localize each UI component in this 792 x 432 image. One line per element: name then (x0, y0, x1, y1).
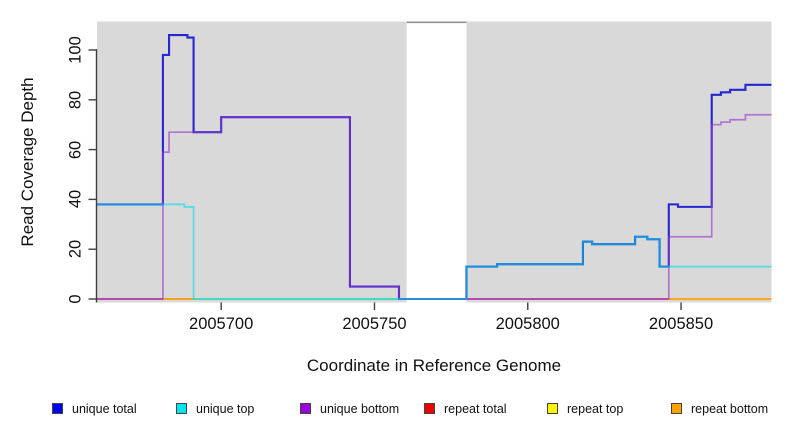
legend-item-repeat-top: repeat top (547, 400, 623, 417)
legend-label: repeat bottom (691, 401, 769, 416)
x-axis-title: Coordinate in Reference Genome (306, 356, 562, 375)
x-tick-label: 2005750 (342, 315, 407, 333)
legend-label: unique total (72, 401, 137, 416)
legend-swatch-icon (424, 403, 435, 414)
legend-swatch-icon (52, 403, 63, 414)
series-line-unique-bottom (97, 113, 772, 300)
legend-item-unique-bottom: unique bottom (300, 400, 399, 417)
x-tick-label: 2005800 (495, 315, 560, 333)
coverage-gap-band (406, 21, 467, 303)
y-tick-label: 80 (66, 90, 85, 109)
y-tick-label: 100 (66, 36, 85, 64)
x-tick-label: 2005850 (648, 315, 714, 333)
legend-label: repeat top (567, 401, 624, 416)
legend-label: unique top (196, 401, 255, 416)
legend-swatch-icon (300, 403, 311, 414)
series-line-unique-top (97, 203, 772, 300)
legend-label: unique bottom (320, 401, 400, 416)
legend-item-repeat-total: repeat total (424, 400, 507, 417)
legend-swatch-icon (547, 403, 558, 414)
legend-item-repeat-bottom: repeat bottom (671, 400, 768, 417)
legend-item-unique-top: unique top (176, 400, 254, 417)
y-tick-label: 0 (66, 294, 85, 304)
y-tick-label: 20 (66, 240, 85, 259)
legend-item-unique-total: unique total (52, 400, 137, 417)
legend-swatch-icon (671, 403, 682, 414)
x-tick-label: 2005700 (189, 315, 254, 333)
y-axis-title: Read Coverage Depth (18, 77, 37, 247)
legend-swatch-icon (176, 403, 187, 414)
legend-label: repeat total (444, 401, 507, 416)
chart-legend: unique total unique top unique bottom repea… (0, 400, 792, 420)
y-tick-label: 40 (66, 190, 85, 209)
y-tick-label: 60 (66, 140, 85, 159)
